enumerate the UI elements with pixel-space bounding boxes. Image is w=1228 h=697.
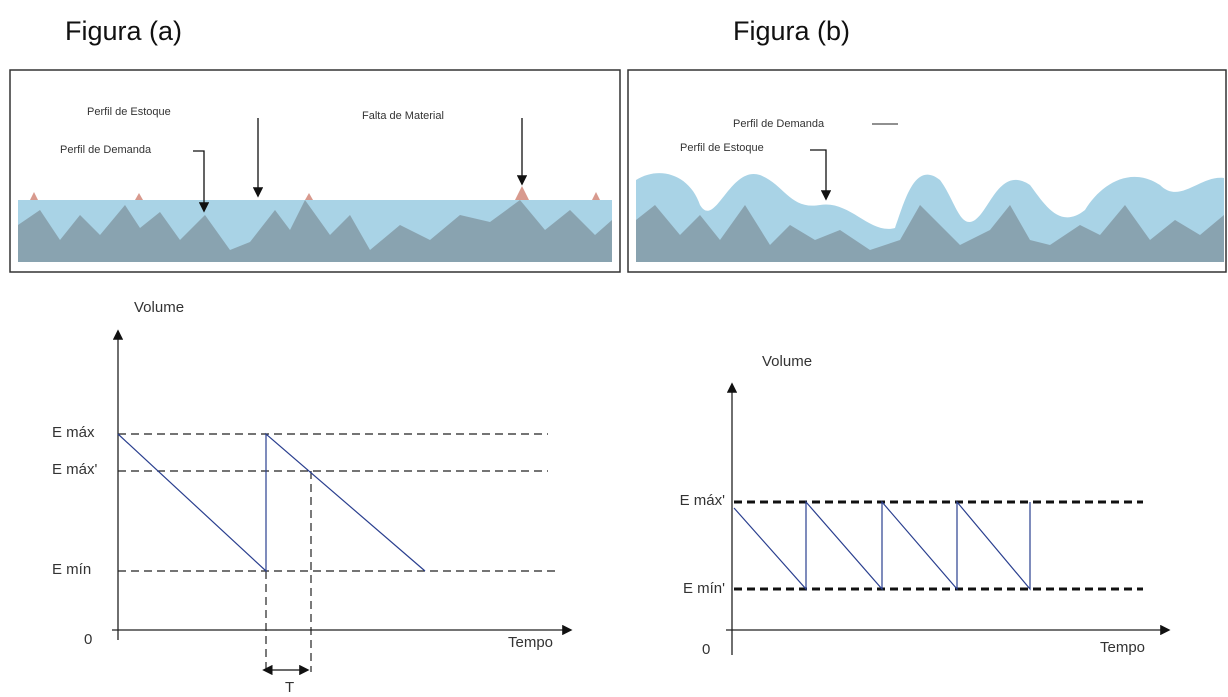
level-label: E mín [52, 561, 91, 578]
illustration-label: Perfil de Estoque [87, 106, 171, 118]
figure-title: Figura (a) [65, 16, 182, 46]
graph-b [726, 382, 1171, 655]
illustration-label: Perfil de Estoque [680, 142, 764, 154]
level-label: E mín' [683, 580, 725, 597]
axis-label: Tempo [508, 634, 553, 651]
level-label: E máx' [52, 461, 98, 478]
illustration-label: Perfil de Demanda [60, 144, 152, 156]
axis-label: Tempo [1100, 639, 1145, 656]
level-label: E máx' [680, 492, 726, 509]
level-label: E máx [52, 424, 95, 441]
illustration-b [627, 69, 1227, 273]
interval-label: T [285, 679, 294, 696]
origin-label: 0 [702, 641, 710, 658]
illustration-label: Perfil de Demanda [733, 118, 825, 130]
axis-label: Volume [134, 299, 184, 316]
illustration-label: Falta de Material [362, 110, 444, 122]
figure-title: Figura (b) [733, 16, 850, 46]
axis-label: Volume [762, 353, 812, 370]
illustration-a [9, 69, 621, 273]
origin-label: 0 [84, 631, 92, 648]
graph-a [112, 329, 573, 676]
